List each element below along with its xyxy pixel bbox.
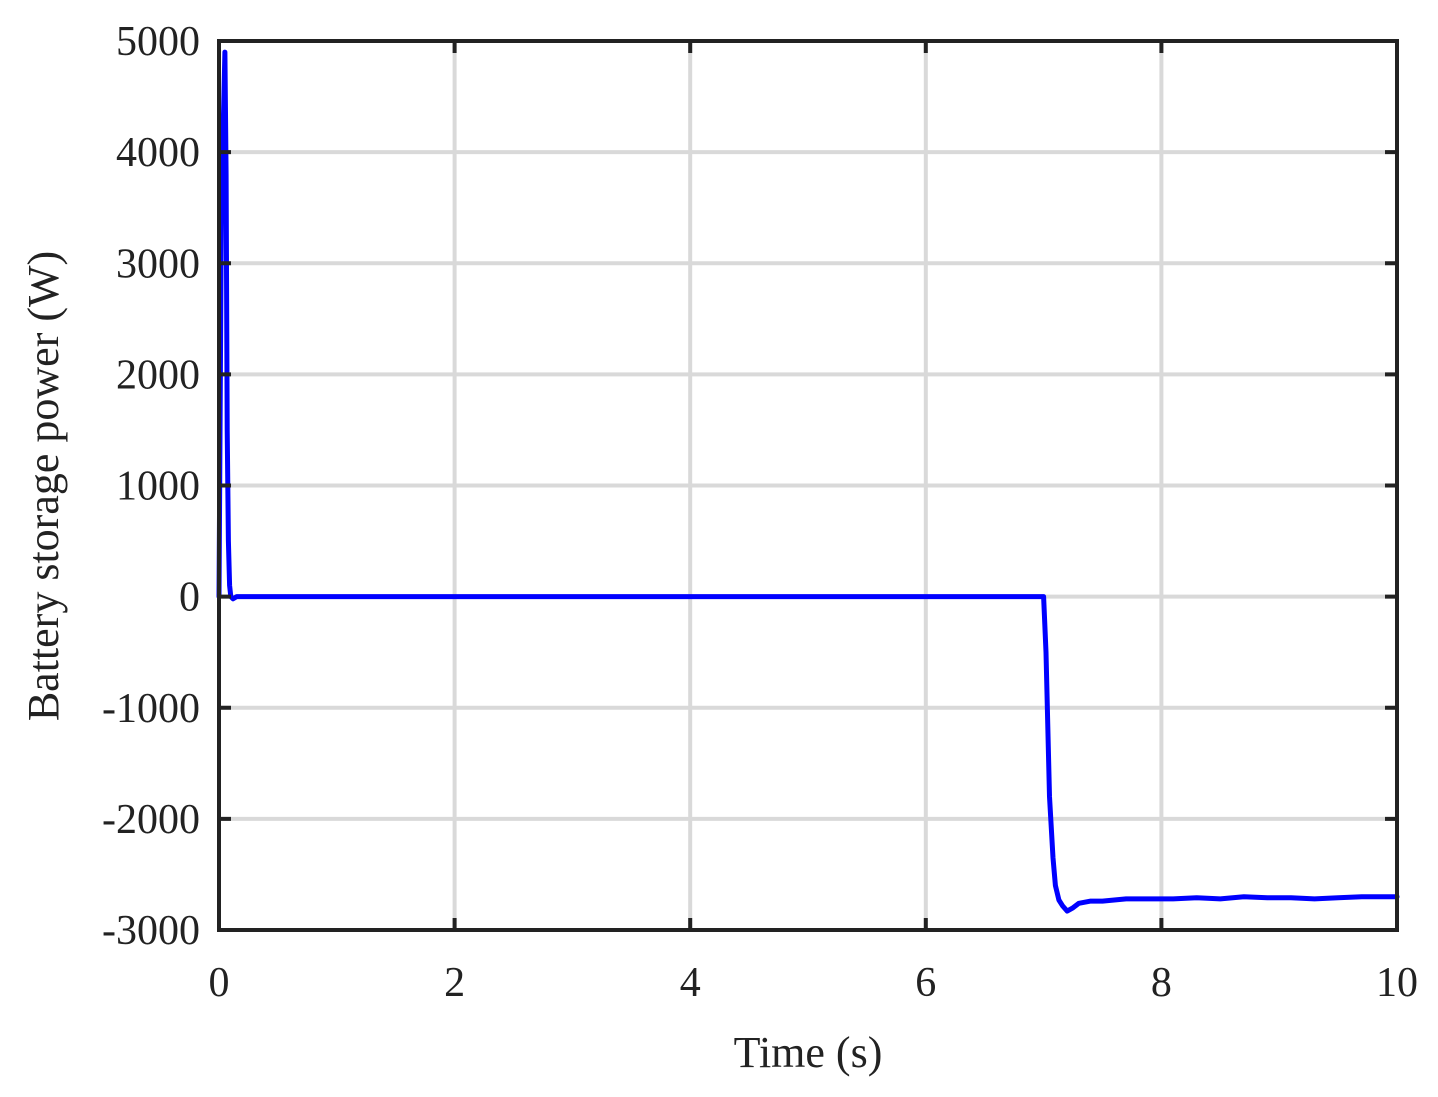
y-tick-label: -3000 xyxy=(102,908,200,954)
x-tick-label: 0 xyxy=(209,960,230,1006)
grid xyxy=(219,41,1397,930)
x-tick-label: 8 xyxy=(1151,960,1172,1006)
y-tick-label: 3000 xyxy=(116,241,200,287)
x-axis-label: Time (s) xyxy=(734,1028,883,1077)
y-axis-label: Battery storage power (W) xyxy=(19,251,68,721)
x-tick-label: 6 xyxy=(915,960,936,1006)
y-tick-label: 2000 xyxy=(116,352,200,398)
y-tick-label: 4000 xyxy=(116,130,200,176)
x-tick-labels: 0 2 4 6 8 10 xyxy=(209,960,1419,1006)
tick-marks xyxy=(217,39,1399,932)
x-tick-label: 10 xyxy=(1376,960,1418,1006)
y-tick-label: 1000 xyxy=(116,464,200,510)
y-tick-label: 5000 xyxy=(116,19,200,65)
series-group xyxy=(216,49,1400,914)
x-tick-label: 4 xyxy=(680,960,701,1006)
y-tick-label: -2000 xyxy=(102,797,200,843)
x-tick-label: 2 xyxy=(444,960,465,1006)
y-tick-labels: -3000 -2000 -1000 0 1000 2000 3000 4000 5000 xyxy=(102,19,200,954)
series-line xyxy=(216,49,1400,914)
y-tick-label: 0 xyxy=(179,575,200,621)
y-tick-label: -1000 xyxy=(102,686,200,732)
